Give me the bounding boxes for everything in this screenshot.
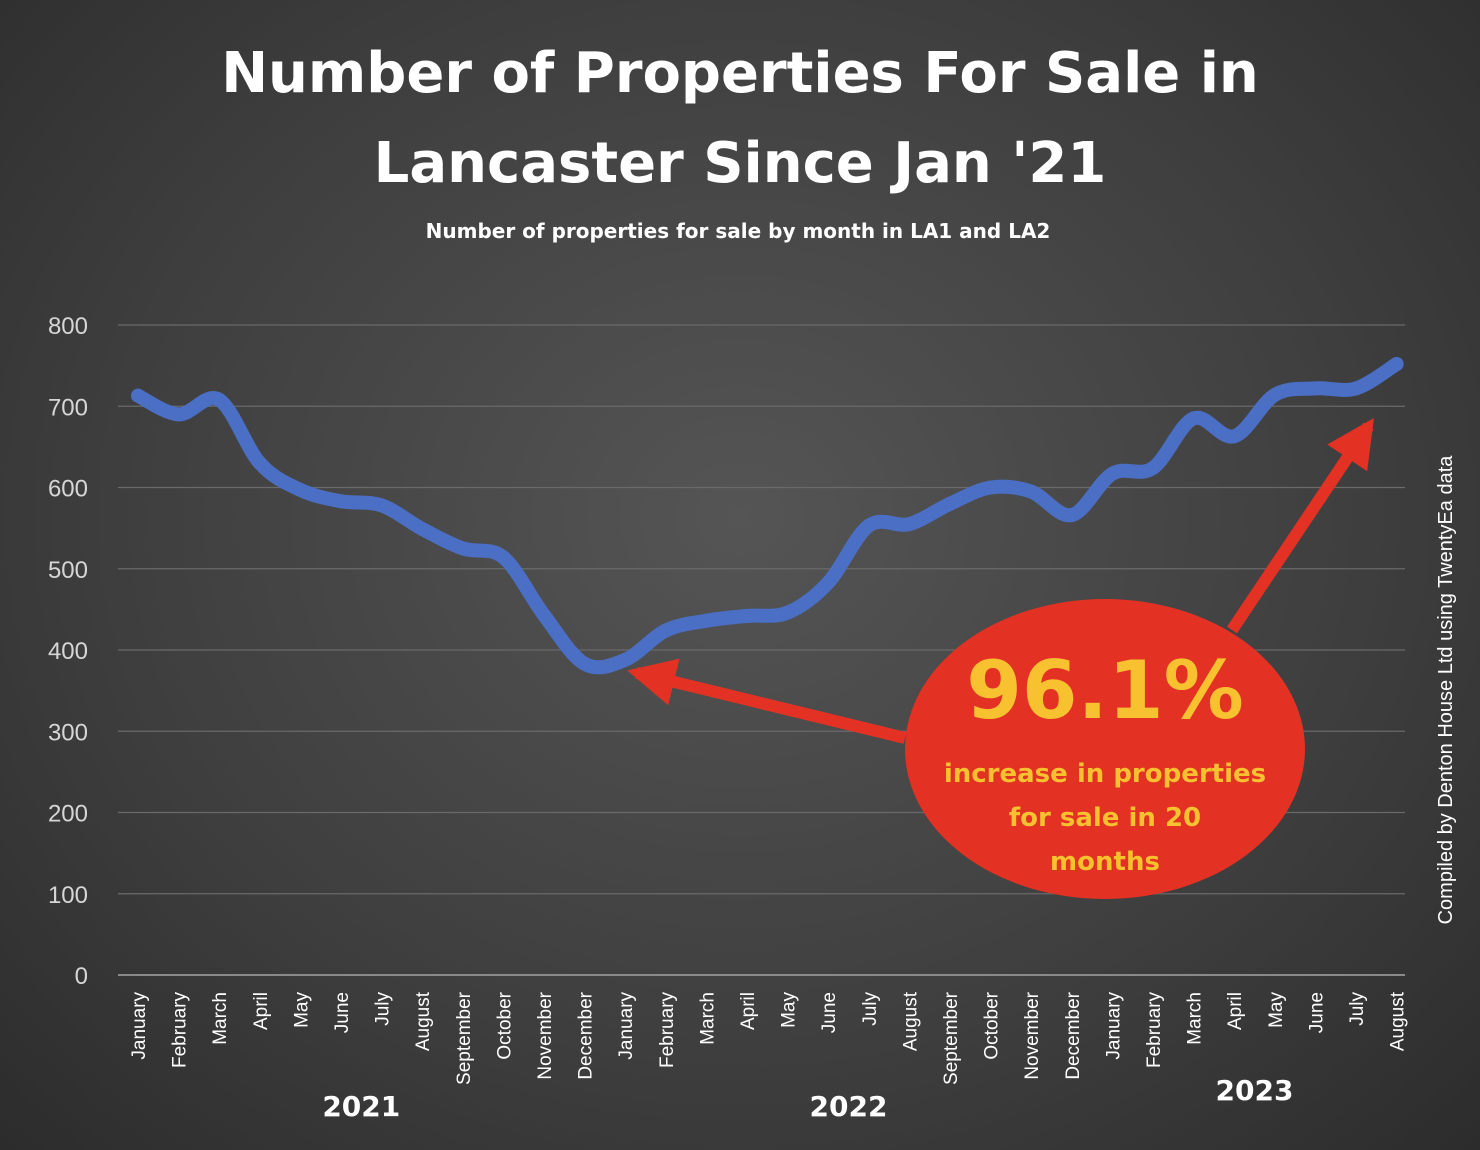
year-label: 2022 (810, 1090, 888, 1123)
annotation-callout: 96.1% increase in properties for sale in… (627, 418, 1374, 899)
y-tick-label: 500 (48, 557, 88, 584)
x-tick-label: November (535, 991, 556, 1079)
x-tick-label: May (291, 992, 312, 1028)
year-label: 2021 (322, 1090, 400, 1123)
y-tick-label: 300 (48, 719, 88, 746)
data-point (212, 392, 227, 407)
x-tick-label: January (129, 992, 150, 1060)
x-tick-label: September (941, 991, 962, 1085)
annotation-text-line-1: increase in properties (944, 759, 1266, 789)
data-point (374, 498, 389, 513)
data-point (943, 496, 957, 511)
x-tick-label: July (1347, 992, 1368, 1026)
x-tick-label: December (576, 991, 597, 1079)
year-label: 2023 (1216, 1074, 1294, 1107)
annotation-headline: 96.1% (966, 644, 1244, 737)
y-tick-label: 0 (75, 963, 88, 990)
chart-subtitle: Number of properties for sale by month i… (426, 219, 1051, 243)
y-tick-label: 600 (48, 476, 88, 503)
annotation-arrow-right (1227, 418, 1374, 634)
data-point (618, 652, 633, 667)
x-tick-label: January (1103, 992, 1124, 1060)
data-point (1186, 411, 1201, 426)
x-tick-label: October (982, 991, 1003, 1059)
x-tick-label: September (454, 991, 475, 1085)
data-point (334, 494, 348, 509)
x-tick-label: July (373, 992, 394, 1026)
data-point (1105, 466, 1120, 481)
x-tick-label: August (1388, 991, 1409, 1051)
data-point (699, 613, 714, 628)
data-point (455, 541, 470, 556)
data-point (658, 623, 673, 638)
annotation-ellipse (905, 599, 1305, 899)
x-tick-label: January (616, 992, 637, 1060)
x-tick-label: February (657, 992, 678, 1069)
year-labels: 2021 2022 2023 (322, 1074, 1293, 1123)
x-tick-label: June (819, 992, 840, 1033)
annotation-arrow-left (627, 658, 907, 744)
y-tick-label: 400 (48, 638, 88, 665)
data-point (1308, 381, 1323, 396)
x-tick-label: February (170, 992, 191, 1069)
x-tick-label: May (1266, 992, 1287, 1028)
gridlines (118, 324, 1405, 976)
data-point (537, 608, 551, 623)
data-point (293, 482, 308, 497)
x-tick-label: December (1063, 991, 1084, 1079)
y-tick-label: 700 (48, 394, 88, 421)
data-point (983, 480, 998, 495)
data-point (780, 605, 795, 620)
chart-title-line-1: Number of Properties For Sale in (221, 41, 1259, 106)
data-point (577, 656, 592, 671)
data-point (1227, 429, 1242, 444)
y-tick-label: 200 (48, 801, 88, 828)
y-tick-label: 800 (48, 313, 88, 340)
chart-title-line-2: Lancaster Since Jan '21 (374, 131, 1107, 196)
data-point (1267, 387, 1282, 402)
x-tick-label: March (1185, 992, 1206, 1045)
x-tick-label: July (860, 992, 881, 1026)
data-point (1349, 381, 1363, 396)
data-point (252, 456, 267, 471)
x-tick-label: August (900, 991, 921, 1051)
y-axis-ticks: 0 100 200 300 400 500 600 700 800 (48, 313, 88, 990)
x-tick-label: March (697, 992, 718, 1045)
data-points (131, 357, 1404, 671)
x-axis-ticks: January February March April May June July Augu… (129, 991, 1409, 1085)
x-tick-label: February (1144, 992, 1165, 1069)
x-tick-label: April (251, 992, 272, 1030)
data-point (902, 517, 917, 532)
x-tick-label: October (494, 991, 515, 1059)
annotation-text-line-2: for sale in 20 (1009, 803, 1201, 833)
data-point (1389, 357, 1404, 371)
data-point (171, 407, 186, 422)
data-point (861, 518, 876, 533)
y-tick-label: 100 (48, 882, 88, 909)
data-point (1146, 461, 1160, 475)
data-point (740, 608, 754, 623)
x-tick-label: November (1022, 991, 1043, 1079)
chart-credit: Compiled by Denton House Ltd using Twent… (1435, 455, 1457, 925)
x-tick-label: June (332, 992, 353, 1033)
data-point (415, 521, 430, 536)
x-tick-label: April (1225, 992, 1246, 1030)
x-tick-label: March (210, 992, 231, 1045)
x-tick-label: June (1306, 992, 1327, 1033)
data-point (496, 550, 511, 565)
data-point (821, 575, 836, 590)
data-point (1024, 484, 1039, 499)
annotation-text-line-3: months (1050, 847, 1160, 877)
x-tick-label: May (779, 992, 800, 1028)
data-point (131, 388, 145, 403)
data-point (1064, 508, 1079, 523)
x-tick-label: August (413, 991, 434, 1051)
x-tick-label: April (738, 992, 759, 1030)
